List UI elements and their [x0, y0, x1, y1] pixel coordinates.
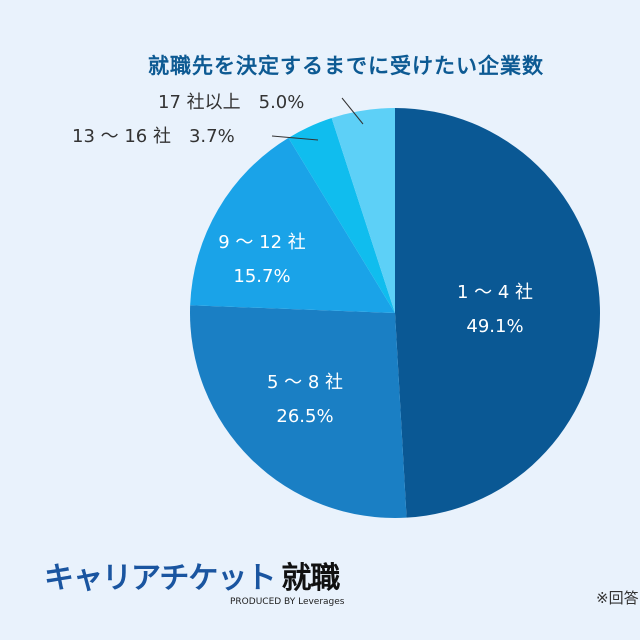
leader-line	[271, 135, 319, 141]
slice-category-label: 9 〜 12 社	[218, 232, 306, 253]
slice-value-label: 49.1%	[466, 316, 523, 337]
footnote: ※回答	[596, 589, 639, 607]
slice-outside-label: 17 社以上 5.0%	[158, 92, 304, 113]
pie-slice	[395, 108, 600, 518]
slice-value-label: 15.7%	[233, 266, 290, 287]
logo-text: キャリアチケット	[44, 561, 276, 596]
produced-by: PRODUCED BY Leverages	[230, 597, 345, 607]
leader-line	[341, 97, 364, 125]
pie-slice	[189, 305, 407, 518]
slice-outside-label: 13 〜 16 社 3.7%	[72, 126, 235, 147]
slice-category-label: 5 〜 8 社	[267, 372, 343, 393]
brand-logo: キャリアチケット 就職	[44, 553, 340, 597]
slice-category-label: 1 〜 4 社	[457, 282, 533, 303]
chart-title: 就職先を決定するまでに受けたい企業数	[148, 54, 544, 78]
slice-value-label: 26.5%	[276, 406, 333, 427]
pie-slice	[190, 137, 395, 313]
pie-slice	[331, 108, 395, 313]
logo-suffix: 就職	[281, 561, 340, 596]
pie-slice	[288, 118, 395, 313]
